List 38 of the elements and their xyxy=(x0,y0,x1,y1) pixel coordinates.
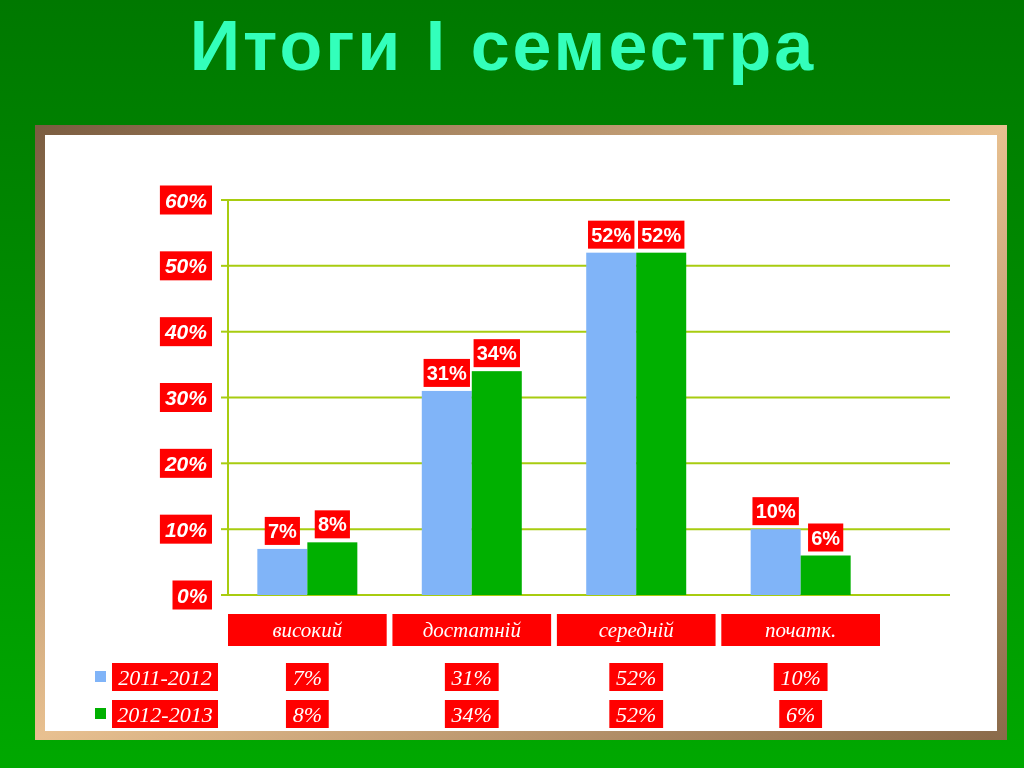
text: 6% xyxy=(811,526,841,549)
y-tick-label: 20% xyxy=(163,451,208,475)
data-label: 52% xyxy=(616,664,657,690)
legend-label: 2011-2012 xyxy=(118,664,212,690)
data-label: 52% xyxy=(616,701,657,727)
text: 8% xyxy=(317,513,347,536)
data-label: 34% xyxy=(450,701,492,727)
bar xyxy=(421,390,472,595)
text: 34% xyxy=(476,342,517,365)
y-tick-label: 30% xyxy=(164,386,208,409)
x-tick-label: високий xyxy=(272,618,343,642)
text: 7% xyxy=(267,519,297,542)
y-tick-label: 0% xyxy=(177,583,208,607)
data-label: 8% xyxy=(292,701,323,727)
y-tick-label: 60% xyxy=(164,188,208,212)
chart-title: Итоги I семестра xyxy=(189,7,817,85)
bar xyxy=(636,252,687,595)
text: 10% xyxy=(755,500,796,523)
data-label: 7% xyxy=(292,664,323,690)
data-label: 10% xyxy=(780,664,821,690)
x-tick-label: початк. xyxy=(765,618,837,642)
data-label: 6% xyxy=(785,701,816,727)
data-label: 31% xyxy=(450,664,492,690)
bar xyxy=(257,548,308,595)
bar xyxy=(586,252,637,595)
text: 52% xyxy=(591,223,632,246)
bar xyxy=(800,555,851,595)
bar xyxy=(307,542,358,595)
legend-label: 2012-2013 xyxy=(117,701,213,727)
y-tick-label: 40% xyxy=(163,320,208,344)
bar xyxy=(471,371,522,595)
text: 31% xyxy=(426,361,467,384)
y-tick-label: 50% xyxy=(164,254,208,278)
bar xyxy=(750,529,801,595)
y-tick-label: 10% xyxy=(164,517,208,541)
text: 52% xyxy=(641,223,682,246)
x-tick-label: достатній xyxy=(422,618,522,642)
x-tick-label: середній xyxy=(598,618,675,642)
